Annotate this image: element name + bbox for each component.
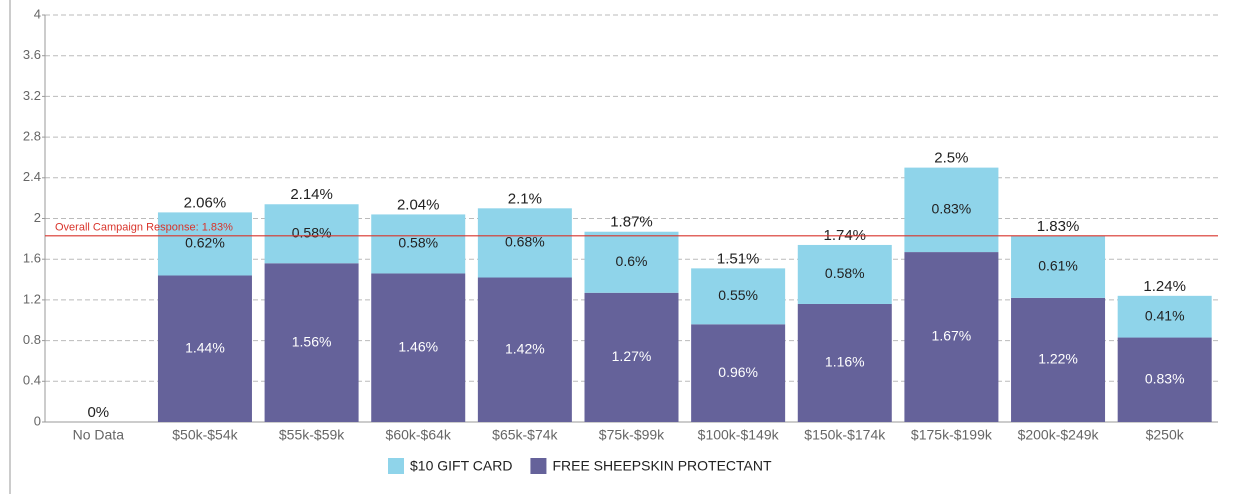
total-label: 1.87% bbox=[610, 214, 653, 231]
value-label: 0.58% bbox=[398, 235, 438, 251]
bar-segment bbox=[264, 204, 359, 264]
x-tick-label: $175k-$199k bbox=[911, 427, 993, 443]
bar-segment bbox=[904, 252, 999, 422]
x-tick-label: $55k-$59k bbox=[279, 427, 345, 443]
total-label: 2.14% bbox=[290, 186, 333, 203]
bar-segment bbox=[904, 167, 999, 253]
y-tick-label: 1.2 bbox=[23, 291, 41, 306]
legend-label: FREE SHEEPSKIN PROTECTANT bbox=[552, 458, 772, 474]
y-tick-label: 1.6 bbox=[23, 251, 41, 266]
value-label: 1.42% bbox=[505, 340, 545, 356]
value-label: 0.61% bbox=[1038, 258, 1078, 274]
bar-segment bbox=[1117, 337, 1212, 422]
y-tick-label: 3.6 bbox=[23, 47, 41, 62]
bar-segment bbox=[264, 263, 359, 422]
value-label: 1.16% bbox=[825, 354, 865, 370]
y-tick-label: 4 bbox=[34, 6, 41, 21]
legend-swatch bbox=[530, 458, 547, 474]
x-tick-label: $65k-$74k bbox=[492, 427, 558, 443]
bar-segment bbox=[797, 244, 892, 304]
value-label: 0.55% bbox=[718, 287, 758, 303]
value-label: 0.58% bbox=[292, 224, 332, 240]
bar-segment bbox=[584, 292, 679, 422]
value-label: 0.83% bbox=[1145, 370, 1185, 386]
x-tick-label: $250k bbox=[1146, 427, 1185, 443]
y-tick-label: 2 bbox=[34, 210, 41, 225]
y-tick-label: 0.4 bbox=[23, 373, 41, 388]
value-label: 1.56% bbox=[292, 333, 332, 349]
reference-label: Overall Campaign Response: 1.83% bbox=[55, 222, 233, 234]
y-tick-label: 3.2 bbox=[23, 88, 41, 103]
legend-label: $10 GIFT CARD bbox=[410, 458, 512, 474]
bar-segment bbox=[371, 214, 466, 274]
total-label: 2.06% bbox=[184, 194, 227, 211]
total-label: 0% bbox=[87, 404, 109, 421]
legend-swatch bbox=[388, 458, 404, 474]
value-label: 0.83% bbox=[932, 201, 972, 217]
total-label: 2.04% bbox=[397, 196, 440, 213]
y-tick-label: 0 bbox=[34, 413, 41, 428]
bar-segment bbox=[691, 268, 786, 325]
x-tick-label: No Data bbox=[73, 427, 125, 443]
value-label: 1.46% bbox=[398, 338, 438, 354]
value-label: 0.41% bbox=[1145, 307, 1185, 323]
value-label: 1.22% bbox=[1038, 351, 1078, 367]
x-tick-label: $100k-$149k bbox=[698, 427, 780, 443]
x-tick-label: $50k-$54k bbox=[172, 427, 238, 443]
bar-segment bbox=[477, 208, 572, 278]
value-label: 0.68% bbox=[505, 234, 545, 250]
value-label: 1.27% bbox=[612, 348, 652, 364]
y-tick-label: 0.8 bbox=[23, 332, 41, 347]
bar-segment bbox=[1011, 297, 1106, 422]
bar-segment bbox=[691, 324, 786, 422]
value-label: 0.62% bbox=[185, 235, 225, 251]
x-tick-label: $60k-$64k bbox=[386, 427, 452, 443]
total-label: 1.51% bbox=[717, 250, 760, 267]
bar-segment bbox=[157, 212, 252, 276]
bar-segment bbox=[371, 273, 466, 422]
x-tick-label: $150k-$174k bbox=[804, 427, 886, 443]
total-label: 1.24% bbox=[1143, 278, 1186, 295]
total-label: 1.83% bbox=[1037, 218, 1080, 235]
bar-segment bbox=[1117, 295, 1212, 338]
bar-segment bbox=[157, 275, 252, 422]
bar-segment bbox=[1011, 235, 1106, 298]
value-label: 1.67% bbox=[932, 328, 972, 344]
bar-segment bbox=[584, 231, 679, 293]
bar-segment bbox=[477, 277, 572, 422]
value-label: 0.6% bbox=[616, 253, 648, 269]
x-tick-label: $75k-$99k bbox=[599, 427, 665, 443]
y-tick-label: 2.8 bbox=[23, 129, 41, 144]
x-tick-label: $200k-$249k bbox=[1018, 427, 1100, 443]
total-label: 2.5% bbox=[934, 150, 968, 167]
total-label: 2.1% bbox=[508, 190, 542, 207]
bar-segment bbox=[797, 303, 892, 422]
y-tick-label: 2.4 bbox=[23, 169, 41, 184]
value-label: 0.58% bbox=[825, 265, 865, 281]
value-label: 0.96% bbox=[718, 364, 758, 380]
value-label: 1.44% bbox=[185, 339, 225, 355]
